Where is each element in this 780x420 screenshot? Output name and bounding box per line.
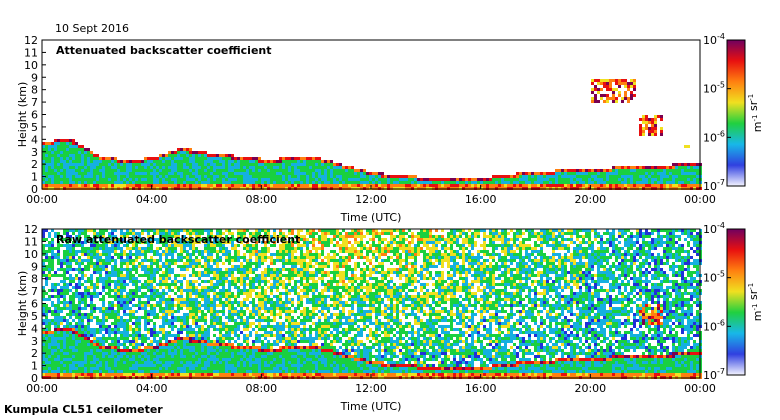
y-tick-label: 6 (31, 298, 38, 311)
colorbar-tick-label: 10-6 (703, 318, 725, 333)
y-tick-label: 5 (31, 121, 38, 134)
x-tick-label: 00:00 (26, 193, 58, 206)
colorbar-tick-label: 10-7 (703, 367, 725, 382)
panel-title: Raw attenuated backscatter coefficient (56, 233, 300, 246)
x-tick-label: 12:00 (355, 193, 387, 206)
y-tick-label: 11 (24, 235, 38, 248)
x-tick-label: 08:00 (245, 382, 277, 395)
colorbar: 10-7 10-6 10-5 10-4 m-1 sr-1 (703, 32, 764, 193)
panel-attenuated-backscatter: Attenuated backscatter coefficient012345… (16, 32, 764, 224)
heatmap-cells (42, 229, 702, 379)
y-tick-label: 10 (24, 59, 38, 72)
colorbar-label: m-1 sr-1 (747, 283, 764, 321)
y-tick-label: 10 (24, 248, 38, 261)
y-tick-label: 4 (31, 133, 38, 146)
y-tick-label: 12 (24, 223, 38, 236)
y-tick-label: 3 (31, 146, 38, 159)
y-tick-label: 11 (24, 46, 38, 59)
y-tick-label: 5 (31, 310, 38, 323)
x-tick-label: 16:00 (465, 193, 497, 206)
x-tick-label: 08:00 (245, 193, 277, 206)
figure-date: 10 Sept 2016 (55, 22, 129, 35)
y-tick-label: 7 (31, 96, 38, 109)
y-tick-label: 0 (31, 372, 38, 385)
colorbar-label: m-1 sr-1 (747, 94, 764, 132)
x-axis-label: Time (UTC) (340, 400, 402, 413)
y-tick-label: 8 (31, 84, 38, 97)
x-tick-label: 04:00 (136, 193, 168, 206)
y-tick-label: 1 (31, 360, 38, 373)
x-axis-label: Time (UTC) (340, 211, 402, 224)
y-tick-label: 12 (24, 34, 38, 47)
colorbar-tick-label: 10-4 (703, 221, 725, 236)
y-tick-label: 2 (31, 158, 38, 171)
x-tick-label: 12:00 (355, 382, 387, 395)
y-tick-label: 4 (31, 322, 38, 335)
y-tick-label: 6 (31, 109, 38, 122)
panel-title: Attenuated backscatter coefficient (56, 44, 272, 57)
y-tick-label: 3 (31, 335, 38, 348)
figure-caption: Kumpula CL51 ceilometer (4, 403, 163, 416)
y-tick-label: 8 (31, 273, 38, 286)
y-tick-label: 1 (31, 171, 38, 184)
y-axis-label: Height (km) (16, 271, 29, 337)
colorbar-tick-label: 10-6 (703, 129, 725, 144)
y-axis-label: Height (km) (16, 82, 29, 148)
y-tick-label: 9 (31, 260, 38, 273)
colorbar-tick-label: 10-4 (703, 32, 725, 47)
y-tick-label: 2 (31, 347, 38, 360)
colorbar-gradient (726, 39, 746, 187)
colorbar-tick-label: 10-7 (703, 178, 725, 193)
colorbar-gradient (726, 228, 746, 376)
y-tick-label: 0 (31, 183, 38, 196)
x-tick-label: 00:00 (684, 193, 716, 206)
y-tick-label: 7 (31, 285, 38, 298)
colorbar: 10-7 10-6 10-5 10-4 m-1 sr-1 (703, 221, 764, 382)
x-tick-label: 00:00 (26, 382, 58, 395)
colorbar-tick-label: 10-5 (703, 81, 725, 96)
y-tick-label: 9 (31, 71, 38, 84)
x-tick-label: 16:00 (465, 382, 497, 395)
x-tick-label: 04:00 (136, 382, 168, 395)
x-tick-label: 00:00 (684, 382, 716, 395)
colorbar-tick-label: 10-5 (703, 270, 725, 285)
panel-raw-attenuated-backscatter: Raw attenuated backscatter coefficient01… (16, 221, 764, 413)
x-tick-label: 20:00 (574, 382, 606, 395)
x-tick-label: 20:00 (574, 193, 606, 206)
